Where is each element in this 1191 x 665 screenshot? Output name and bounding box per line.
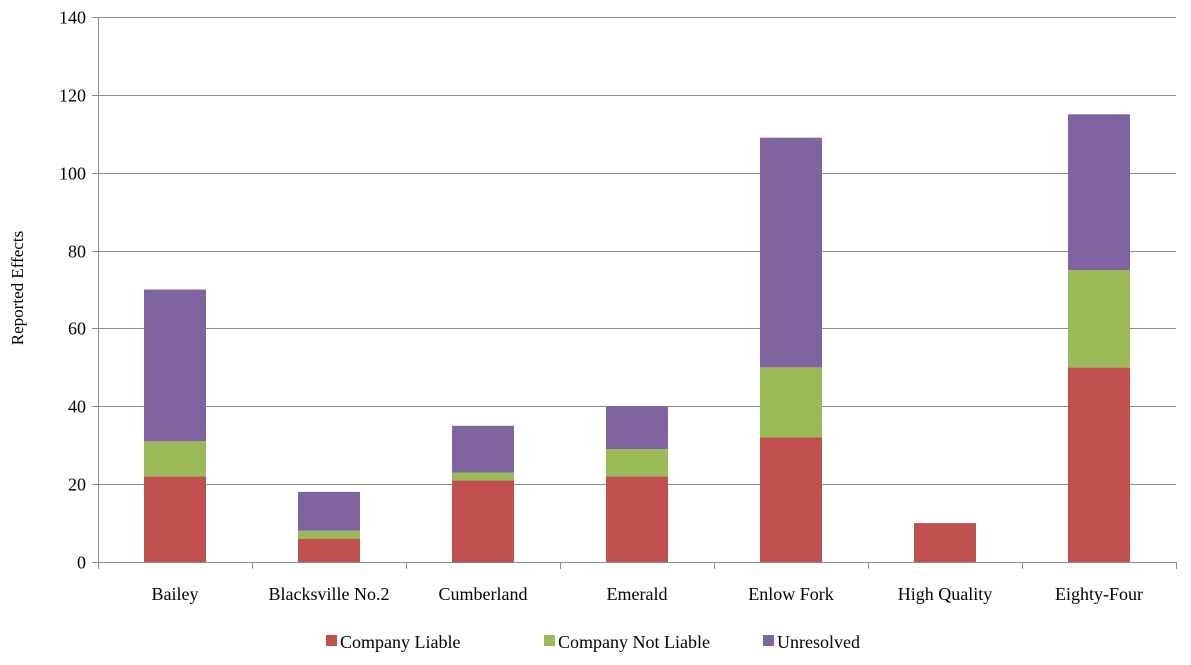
bar-segment-company-not-liable — [298, 530, 360, 539]
x-category-label: Cumberland — [439, 584, 528, 604]
legend-label: Unresolved — [777, 632, 860, 652]
y-tick-label: 120 — [59, 86, 86, 106]
y-tick-label: 20 — [68, 475, 86, 495]
x-category-label: Bailey — [152, 584, 199, 604]
bar-segment-company-not-liable — [1068, 270, 1130, 368]
y-tick-label: 0 — [77, 553, 86, 573]
x-category-label: Blacksville No.2 — [269, 584, 390, 604]
x-category-label: High Quality — [898, 584, 993, 604]
bar-segment-unresolved — [606, 406, 668, 450]
bar-segment-company-liable — [298, 538, 360, 562]
labels: 0 20 40 60 80 100 120 140 Bailey Blacksville No.2… — [59, 8, 1143, 605]
bar-segment-company-not-liable — [452, 472, 514, 481]
y-tick-label: 60 — [68, 319, 86, 339]
x-category-label: Emerald — [607, 584, 668, 604]
bar-segment-company-liable — [606, 476, 668, 562]
legend-swatch — [763, 635, 774, 646]
bar-segment-company-not-liable — [144, 441, 206, 477]
legend-label: Company Not Liable — [558, 632, 710, 652]
x-category-label: Enlow Fork — [748, 584, 834, 604]
legend-label: Company Liable — [340, 632, 460, 652]
bar-segment-company-not-liable — [606, 449, 668, 477]
gridlines — [98, 17, 1176, 485]
bar-segment-unresolved — [144, 289, 206, 442]
y-tick-label: 80 — [68, 242, 86, 262]
bar-segment-company-liable — [1068, 367, 1130, 562]
legend-swatch — [326, 635, 337, 646]
bar-segment-company-liable — [452, 480, 514, 563]
y-tick-label: 140 — [59, 8, 86, 28]
bar-segment-company-not-liable — [760, 367, 822, 438]
bar-segment-unresolved — [298, 491, 360, 531]
bars — [144, 114, 1130, 563]
legend: Company Liable Company Not Liable Unresolv… — [326, 632, 860, 652]
x-category-label: Eighty-Four — [1055, 584, 1143, 604]
bar-segment-unresolved — [1068, 114, 1130, 270]
y-tick-label: 40 — [68, 397, 86, 417]
bar-segment-company-liable — [144, 476, 206, 562]
y-axis-title: Reported Effects — [8, 231, 27, 345]
bar-segment-company-liable — [914, 523, 976, 562]
legend-swatch — [544, 635, 555, 646]
bar-segment-company-liable — [760, 437, 822, 562]
y-tick-label: 100 — [59, 164, 86, 184]
bar-segment-unresolved — [760, 137, 822, 368]
bar-segment-unresolved — [452, 425, 514, 473]
axes — [92, 17, 1177, 569]
